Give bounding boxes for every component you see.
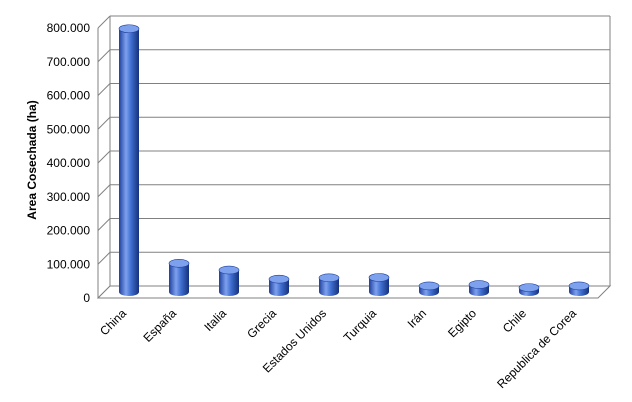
y-tick-label: 0 [83,291,90,305]
gridline-side [97,184,111,198]
bar-top [168,259,190,268]
bar-body [369,277,389,296]
x-tick-label: China [97,306,129,338]
gridline-side [97,218,111,231]
gridline-side [97,49,111,63]
bar-body [219,270,239,296]
x-tick-label: España [140,306,179,345]
x-tick-label: Turquia [341,306,380,345]
bar-body [269,279,289,296]
bar-top [518,283,540,292]
bar-body [319,277,339,296]
y-tick-label: 700.000 [47,55,91,69]
y-tick-label: 200.000 [47,224,91,238]
bar [168,259,190,296]
y-tick-label: 800.000 [47,21,91,35]
bar [218,265,240,296]
gridline-side [97,15,111,29]
gridline-side [97,116,111,130]
bar-top [118,24,140,34]
bar [118,24,140,296]
y-tick-label: 300.000 [47,190,91,204]
bar-top [318,273,340,283]
bar [318,273,340,296]
bar-top [468,280,490,289]
y-tick-label: 600.000 [47,89,91,103]
x-tick-label: Irán [405,306,430,331]
bar-top [418,281,440,291]
bar-top [268,274,290,284]
x-tick-label: Chile [500,306,529,335]
y-tick-label: 400.000 [47,156,91,170]
bar [568,281,590,296]
gridlines [96,15,612,299]
y-axis-ticks: 0 100.000 200.000 300.000 400.000 500.000 600.… [47,21,91,305]
bars [118,24,590,296]
y-axis-label: Area Cosechada (ha) [25,100,39,219]
bar-top [218,265,240,275]
bar [468,280,490,296]
bar-body [119,28,139,296]
gridline-side [97,150,111,164]
bar [418,281,440,296]
bar-top [368,273,390,282]
y-tick-label: 500.000 [47,122,91,136]
gridline-side [97,251,111,265]
bar [368,273,390,296]
gridline-side [97,83,111,96]
x-tick-label: Italia [201,306,229,334]
y-tick-label: 100.000 [47,257,91,271]
bar [268,274,290,296]
x-tick-label: Grecia [244,306,279,341]
x-tick-label: Egipto [445,306,479,340]
bar-top [568,281,590,291]
bar [518,283,540,296]
bar-body [169,263,189,296]
